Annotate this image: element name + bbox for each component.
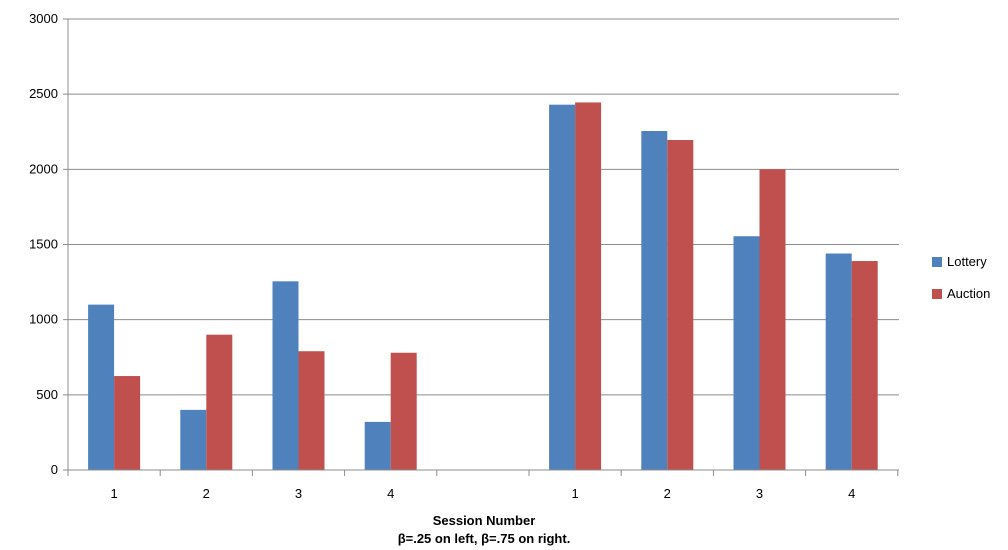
bar-auction — [390, 352, 417, 470]
x-tick-label: 2 — [203, 486, 210, 501]
y-tick-label: 2000 — [29, 161, 58, 176]
legend-label-auction: Auction — [947, 286, 990, 301]
bar-auction — [851, 261, 878, 470]
y-tick-label: 3000 — [29, 11, 58, 26]
bar-auction — [575, 102, 602, 470]
x-tick-label: 3 — [295, 486, 302, 501]
bar-auction — [206, 334, 233, 470]
x-tick-label: 1 — [110, 486, 117, 501]
gridlines — [63, 18, 899, 471]
y-tick-label: 1000 — [29, 312, 58, 327]
bar-lottery — [88, 304, 115, 470]
bar-lottery — [733, 236, 760, 470]
y-tick-label: 1500 — [29, 237, 58, 252]
bar-auction — [667, 140, 694, 471]
bars — [88, 102, 878, 471]
y-axis: 0 500 1000 1500 2000 2500 3000 — [29, 11, 69, 477]
y-tick-label: 500 — [36, 387, 58, 402]
x-tick-label: 2 — [664, 486, 671, 501]
bar-lottery — [549, 104, 576, 470]
bar-lottery — [641, 130, 668, 470]
bar-lottery — [364, 421, 391, 470]
bar-auction — [298, 351, 325, 470]
x-tick-label: 1 — [571, 486, 578, 501]
bar-lottery — [825, 253, 852, 470]
legend-swatch-lottery — [932, 257, 942, 267]
legend-label-lottery: Lottery — [947, 254, 987, 269]
bar-lottery — [272, 281, 299, 470]
x-tick-label: 4 — [387, 486, 394, 501]
legend: Lottery Auction — [932, 254, 990, 301]
bar-auction — [114, 376, 141, 470]
x-tick-label: 3 — [756, 486, 763, 501]
y-tick-label: 2500 — [29, 86, 58, 101]
x-tick-label: 4 — [848, 486, 855, 501]
bar-auction — [759, 169, 786, 471]
x-axis-subtitle: β=.25 on left, β=.75 on right. — [398, 531, 571, 546]
legend-swatch-auction — [932, 289, 942, 299]
x-axis: 1 2 3 4 1 2 3 4 — [67, 469, 899, 501]
y-tick-label: 0 — [51, 462, 58, 477]
x-axis-title: Session Number — [433, 513, 536, 528]
bar-lottery — [180, 409, 207, 470]
